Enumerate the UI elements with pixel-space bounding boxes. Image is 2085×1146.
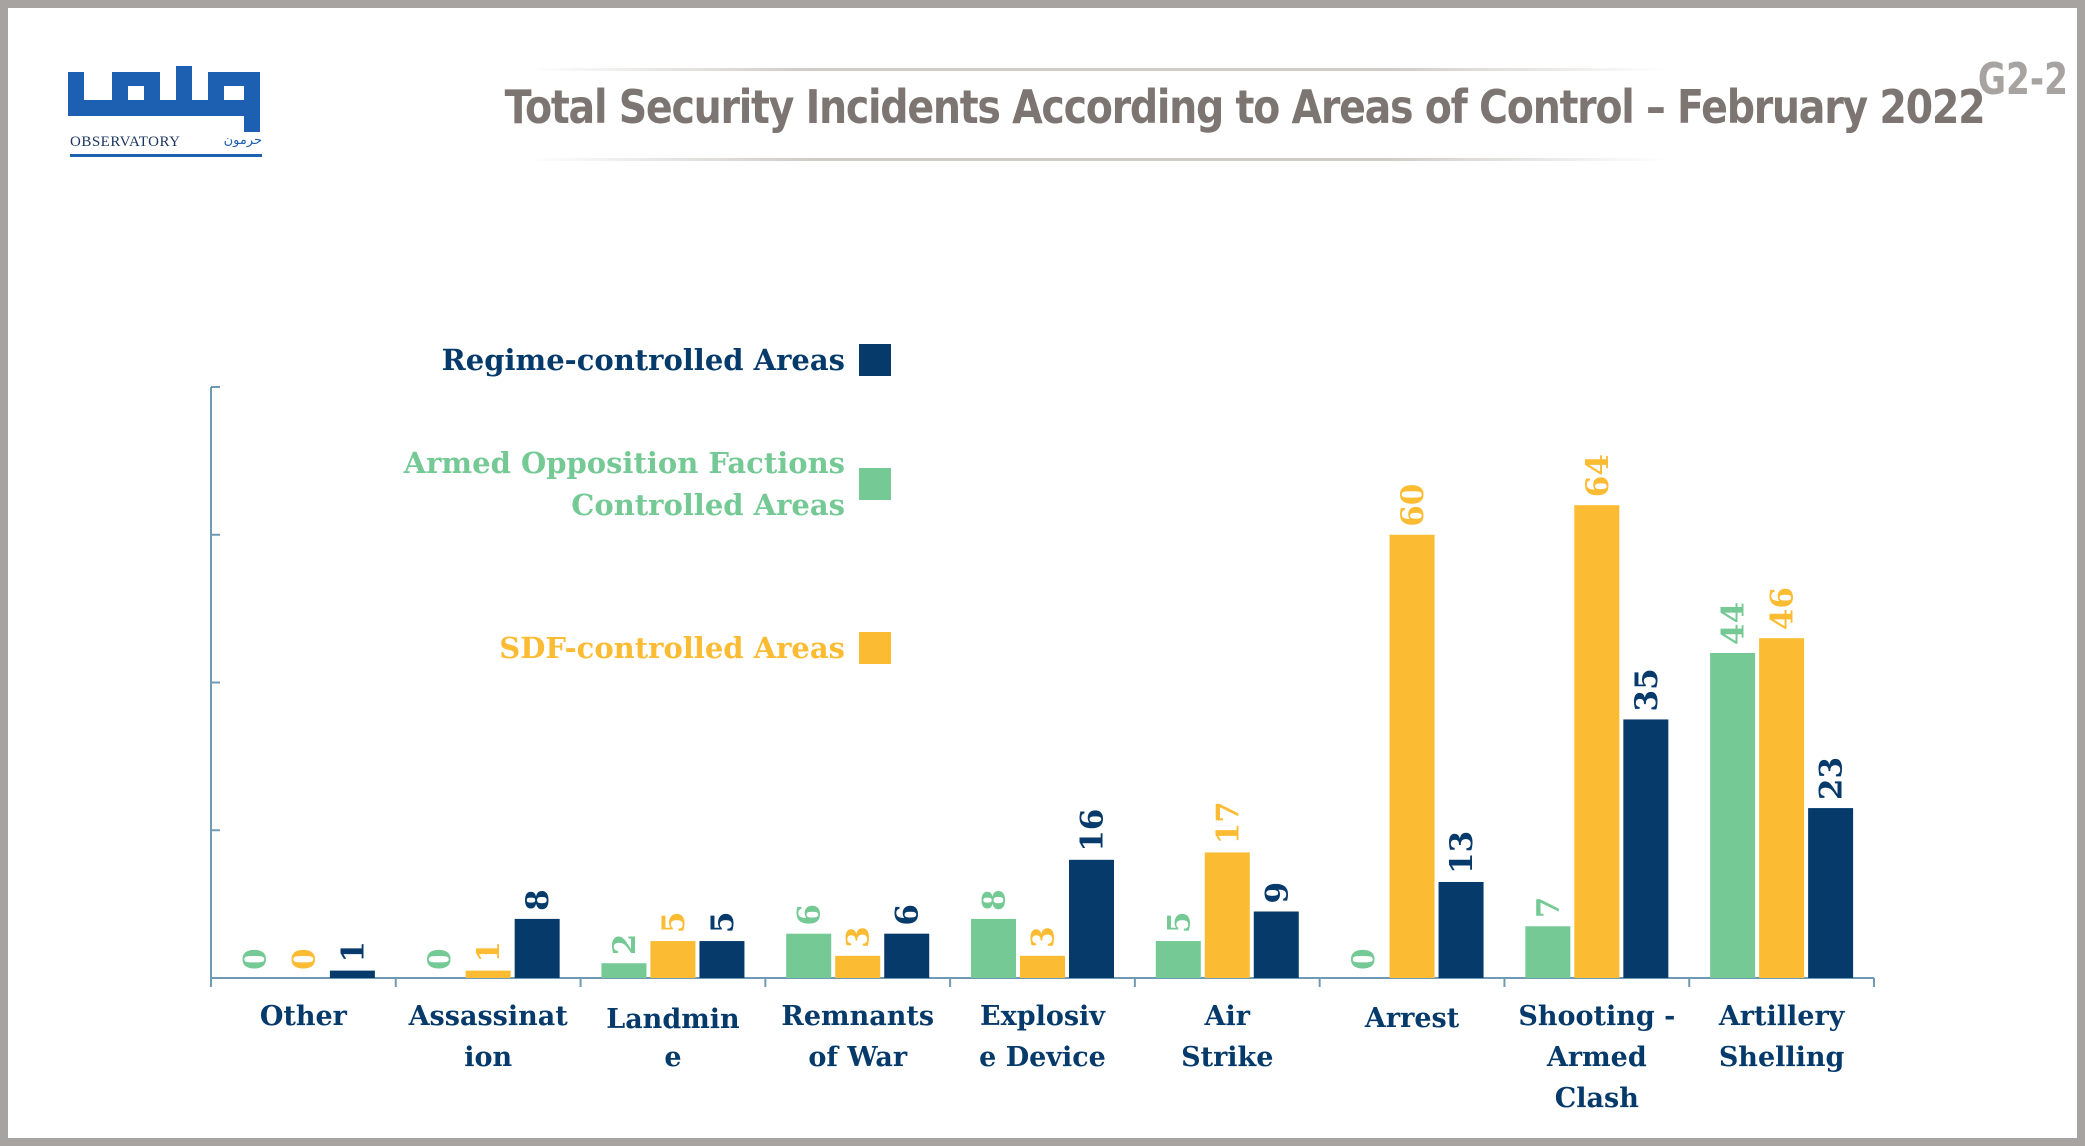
data-label: 6 xyxy=(792,904,828,926)
category-label: Clash xyxy=(1555,1083,1639,1114)
data-label: 44 xyxy=(1716,602,1752,645)
data-label: 3 xyxy=(841,926,877,948)
data-label: 2 xyxy=(607,934,643,956)
data-label: 23 xyxy=(1814,757,1850,800)
data-label: 1 xyxy=(471,941,507,963)
category-label: Armed xyxy=(1546,1042,1647,1073)
bar xyxy=(1574,505,1620,978)
category-label: Explosiv xyxy=(980,1001,1106,1032)
bar xyxy=(1020,955,1065,978)
category-label: ion xyxy=(464,1042,512,1073)
category-label: Arrest xyxy=(1364,1003,1460,1034)
data-label: 0 xyxy=(1346,948,1382,970)
category-label: e xyxy=(664,1042,681,1073)
bar xyxy=(601,963,647,978)
harmoon-observatory-logo: OBSERVATORY حرمون xyxy=(68,66,268,162)
logo-english-name: OBSERVATORY xyxy=(70,134,181,150)
legend-label: Regime-controlled Areas xyxy=(442,343,845,377)
data-label: 7 xyxy=(1531,897,1567,919)
category-label: Landmin xyxy=(606,1004,740,1035)
data-label: 16 xyxy=(1075,809,1111,852)
figure-code: G2-2 xyxy=(1977,54,2068,105)
category-label: e Device xyxy=(979,1042,1106,1073)
legend-label: SDF-controlled Areas xyxy=(499,631,845,665)
category-label: Artillery xyxy=(1718,1001,1846,1032)
logo-arabic-wordmark xyxy=(68,66,260,132)
legend-swatch xyxy=(859,468,891,500)
bar xyxy=(699,941,745,978)
bar xyxy=(1623,719,1669,978)
logo-arabic-name: حرمون xyxy=(223,133,262,148)
data-label: 64 xyxy=(1580,454,1616,497)
bar xyxy=(1155,941,1201,978)
bar xyxy=(1204,852,1250,978)
title-rule-top xyxy=(528,68,1668,71)
bar xyxy=(1253,911,1299,978)
chart-bars xyxy=(329,505,1854,978)
bar xyxy=(1525,926,1571,978)
bar xyxy=(884,933,930,978)
bar xyxy=(329,970,375,978)
category-label: Strike xyxy=(1181,1042,1273,1073)
bar xyxy=(465,970,511,978)
category-label: Air xyxy=(1204,1001,1251,1032)
title-block: Total Security Incidents According to Ar… xyxy=(408,66,1986,166)
legend-swatch xyxy=(859,632,891,664)
bar xyxy=(1808,808,1854,978)
bar xyxy=(650,941,696,978)
bar xyxy=(1710,652,1756,978)
data-label: 0 xyxy=(286,948,322,970)
logo-underline xyxy=(70,154,262,157)
chart-category-labels: Other Assassinat ion Landmin e Remnants of War… xyxy=(260,1001,1846,1114)
data-label: 0 xyxy=(237,948,273,970)
bar xyxy=(1069,859,1114,978)
data-label: 13 xyxy=(1444,831,1480,874)
category-label: Shooting - xyxy=(1518,1001,1675,1032)
category-label: of War xyxy=(808,1042,907,1073)
category-label: Assassinat xyxy=(408,1001,569,1032)
data-label: 0 xyxy=(422,948,458,970)
bar xyxy=(971,918,1016,978)
legend-label: Controlled Areas xyxy=(571,488,845,522)
data-label: 17 xyxy=(1210,801,1246,844)
bar xyxy=(1438,881,1484,978)
bar xyxy=(1759,638,1805,978)
bar xyxy=(1389,534,1435,978)
data-label: 5 xyxy=(1161,911,1197,933)
legend-swatch xyxy=(859,344,891,376)
data-label: 35 xyxy=(1629,668,1665,711)
category-label: Shelling xyxy=(1719,1042,1845,1073)
category-label: Remnants xyxy=(781,1001,934,1032)
bar xyxy=(786,933,832,978)
legend-label: Armed Opposition Factions xyxy=(403,446,845,480)
bar xyxy=(835,955,881,978)
chart-legend: Regime-controlled Areas Armed Opposition … xyxy=(403,343,891,665)
data-label: 60 xyxy=(1395,484,1431,527)
category-label: Other xyxy=(260,1001,348,1032)
data-label: 8 xyxy=(520,889,556,911)
data-label: 9 xyxy=(1259,882,1295,904)
data-label: 5 xyxy=(656,911,692,933)
data-label: 5 xyxy=(705,911,741,933)
data-label: 3 xyxy=(1026,926,1062,948)
data-label: 8 xyxy=(977,889,1013,911)
data-label: 46 xyxy=(1765,587,1801,630)
data-label: 6 xyxy=(890,904,926,926)
data-label: 1 xyxy=(335,941,371,963)
title-rule-bottom xyxy=(528,158,1668,161)
bar xyxy=(514,918,560,978)
